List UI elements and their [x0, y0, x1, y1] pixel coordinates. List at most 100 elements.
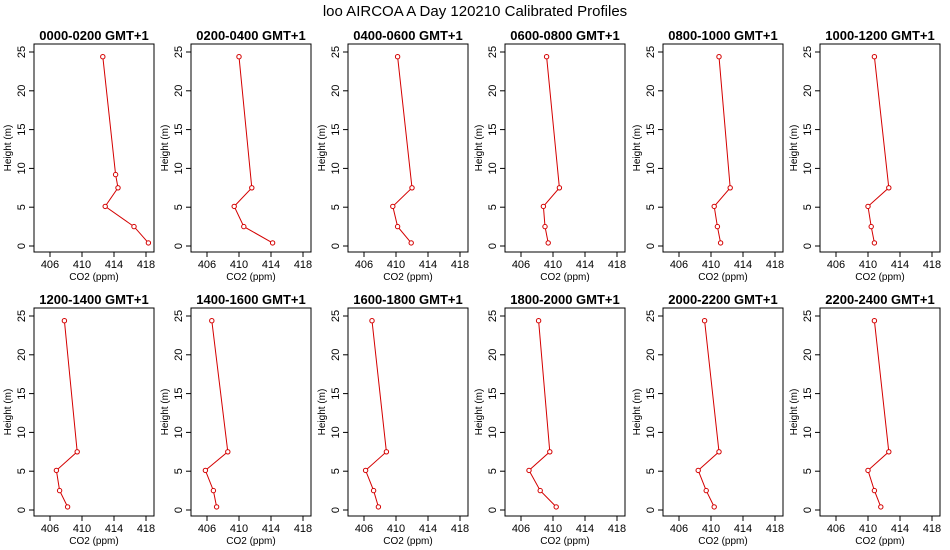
data-point	[145, 240, 152, 246]
x-tick-label: 418	[137, 259, 155, 271]
profile-line	[204, 320, 229, 507]
x-tick-label: 414	[419, 523, 437, 535]
data-point	[231, 203, 237, 210]
panel-6: 1000-1200 GMT+1 406 410 414 418 0 5 10 15 20 25 CO2…	[789, 28, 941, 283]
x-tick-label: 410	[230, 259, 248, 271]
x-axis-label: CO2 (ppm)	[855, 272, 904, 283]
x-tick-label: 406	[355, 259, 373, 271]
x-tick-label: 418	[451, 523, 469, 535]
profile-line	[55, 320, 78, 508]
panel-11: 2000-2200 GMT+1 406 410 414 418 0 5 10 15 20 25 CO2…	[632, 292, 784, 547]
x-tick-label: 414	[576, 259, 594, 271]
panel-title: 1800-2000 GMT+1	[510, 292, 619, 307]
y-axis-label: Height (m)	[632, 125, 643, 172]
y-tick-label: 0	[173, 243, 185, 249]
x-tick-label: 406	[355, 523, 373, 535]
x-tick-label: 414	[262, 259, 280, 271]
y-axis-label: Height (m)	[632, 389, 643, 436]
panel-title: 0600-0800 GMT+1	[510, 28, 619, 43]
data-point	[886, 449, 892, 455]
data-point	[553, 504, 559, 510]
panel-9: 1600-1800 GMT+1 406 410 414 418 0 5 10 15 20 25 CO2…	[317, 292, 469, 547]
y-tick-label: 25	[487, 310, 499, 322]
data-point	[115, 185, 121, 191]
panel-12: 2200-2400 GMT+1 406 410 414 418 0 5 10 15 20 25 CO2…	[789, 292, 941, 547]
panel-10: 1800-2000 GMT+1 406 410 414 418 0 5 10 15 20 25 CO2…	[474, 292, 626, 547]
y-tick-label: 25	[330, 310, 342, 322]
y-tick-label: 0	[487, 243, 499, 249]
y-tick-label: 15	[16, 123, 28, 135]
panel-title: 1000-1200 GMT+1	[825, 28, 934, 43]
plot-frame	[819, 43, 941, 253]
profile-line	[697, 320, 720, 508]
x-tick-label: 410	[544, 523, 562, 535]
panel-1: 0000-0200 GMT+1 406 410 414 418 0 5 10 15 20 25 CO2…	[3, 28, 155, 283]
y-tick-label: 20	[802, 85, 814, 97]
data-point	[209, 318, 215, 324]
y-tick-label: 15	[16, 387, 28, 399]
plot-frame	[347, 43, 469, 253]
data-point	[249, 185, 255, 191]
x-tick-label: 406	[827, 259, 845, 271]
x-tick-label: 414	[576, 523, 594, 535]
profile-line	[233, 56, 273, 244]
data-point	[112, 171, 119, 178]
x-tick-label: 410	[702, 523, 720, 535]
y-tick-label: 20	[173, 85, 185, 97]
data-point	[537, 487, 543, 494]
data-point	[131, 223, 137, 230]
data-point	[74, 449, 80, 455]
profile-line	[867, 320, 890, 508]
figure-title: loo AIRCOA A Day 120210 Calibrated Profi…	[323, 3, 627, 20]
y-tick-label: 10	[645, 426, 657, 438]
x-axis-label: CO2 (ppm)	[540, 536, 589, 547]
data-point	[542, 223, 548, 230]
y-tick-label: 0	[330, 507, 342, 513]
data-point	[202, 467, 209, 474]
profile-line	[528, 320, 557, 508]
y-tick-label: 0	[487, 507, 499, 513]
data-point	[871, 54, 878, 60]
data-point	[886, 185, 892, 191]
panel-title: 1600-1800 GMT+1	[353, 292, 462, 307]
x-tick-label: 418	[766, 259, 784, 271]
data-point	[711, 504, 717, 510]
panel-3: 0400-0600 GMT+1 406 410 414 418 0 5 10 15 20 25 CO2…	[317, 28, 469, 283]
data-point	[526, 467, 532, 474]
x-tick-label: 406	[41, 259, 59, 271]
x-tick-label: 410	[73, 259, 91, 271]
x-tick-label: 414	[105, 259, 123, 271]
data-point	[871, 240, 878, 246]
y-tick-label: 5	[330, 468, 342, 474]
data-point	[716, 54, 722, 60]
x-tick-label: 418	[608, 259, 626, 271]
profile-line	[392, 56, 413, 244]
panel-2: 0200-0400 GMT+1 406 410 414 418 0 5 10 15 20 25 CO2…	[160, 28, 312, 283]
y-tick-label: 15	[173, 123, 185, 135]
y-tick-label: 20	[330, 349, 342, 361]
y-tick-label: 25	[16, 46, 28, 58]
y-tick-label: 15	[330, 387, 342, 399]
x-tick-label: 418	[923, 523, 941, 535]
x-tick-label: 418	[766, 523, 784, 535]
data-point	[545, 240, 551, 246]
x-axis-label: CO2 (ppm)	[855, 536, 904, 547]
x-tick-label: 410	[73, 523, 91, 535]
data-point	[383, 449, 390, 455]
x-tick-label: 414	[105, 523, 123, 535]
x-tick-label: 406	[670, 259, 688, 271]
panel-title: 0800-1000 GMT+1	[668, 28, 777, 43]
y-tick-label: 25	[173, 310, 185, 322]
y-tick-label: 20	[330, 85, 342, 97]
x-tick-label: 410	[230, 523, 248, 535]
x-tick-label: 406	[512, 259, 530, 271]
x-tick-label: 414	[891, 259, 909, 271]
y-tick-label: 10	[330, 426, 342, 438]
x-tick-label: 414	[734, 523, 752, 535]
data-point	[102, 203, 108, 210]
y-tick-label: 20	[16, 85, 28, 97]
y-tick-label: 5	[173, 468, 185, 474]
data-point	[714, 223, 721, 230]
x-tick-label: 418	[137, 523, 155, 535]
